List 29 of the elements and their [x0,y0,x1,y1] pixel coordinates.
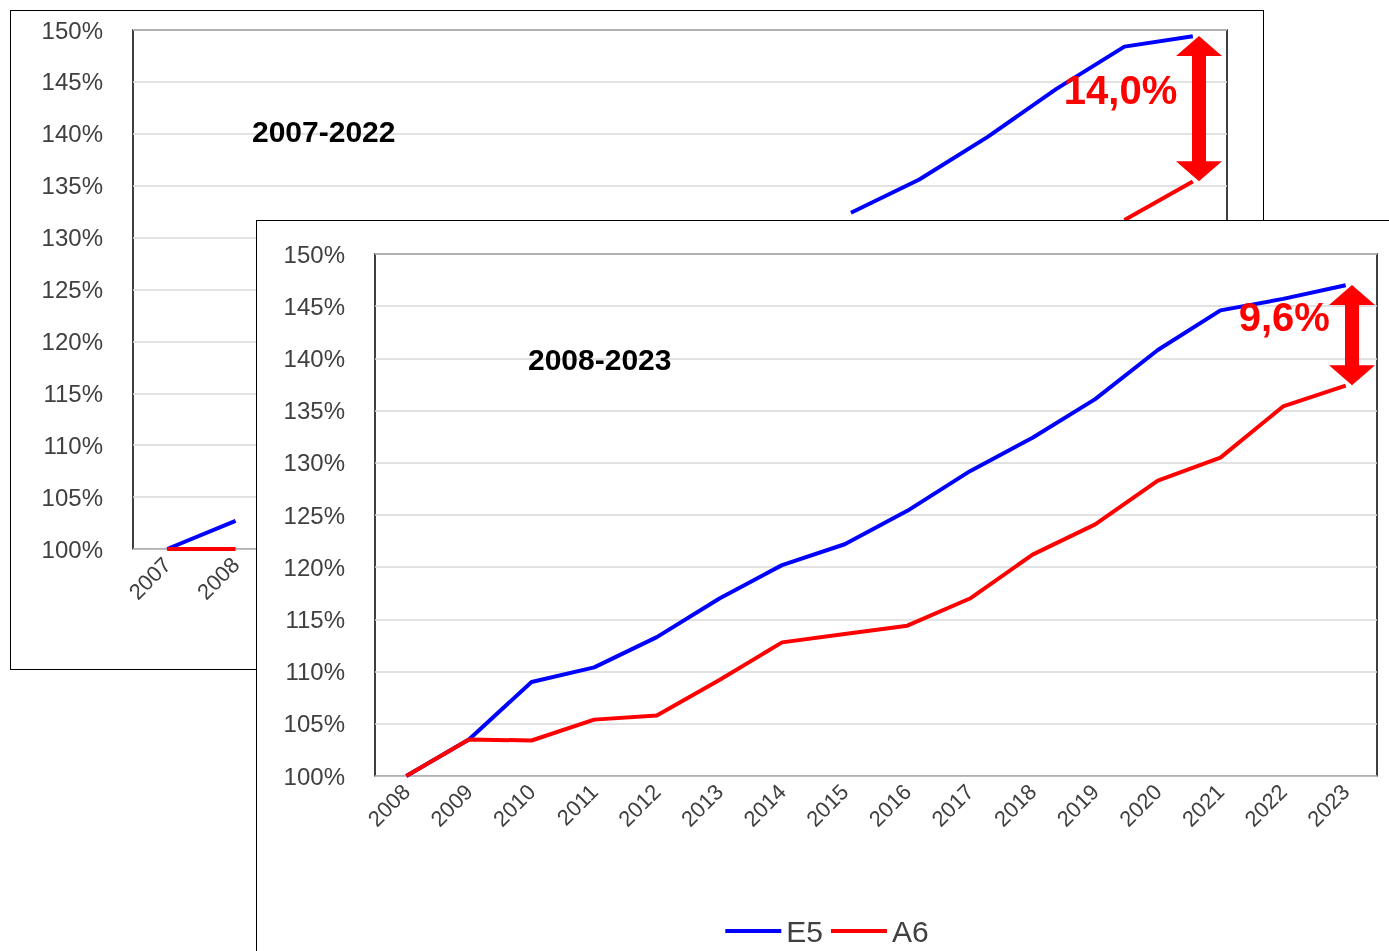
text: 2007-2022 [252,114,396,148]
text: 2008-2023 [528,342,672,376]
y-tick-label: 110% [43,431,103,459]
y-tick-label: 125% [283,501,345,529]
y-tick-label: 125% [41,276,103,303]
y-tick-label: 145% [283,292,345,320]
y-tick-label: 105% [41,483,103,511]
y-tick-label: 130% [283,449,345,477]
legend-label: E5 [786,914,824,948]
y-tick-label: 120% [283,553,345,581]
y-tick-label: 145% [41,68,103,96]
y-tick-label: 135% [283,397,345,425]
legend-label: A6 [892,914,929,948]
annotation: 9,6% [1238,294,1330,340]
y-tick-label: 115% [43,379,103,407]
y-tick-label: 130% [41,224,103,252]
y-tick-label: 100% [41,535,103,563]
y-tick-label: 110% [285,658,345,686]
y-tick-label: 150% [41,16,103,44]
annotation: 14,0% [1063,68,1178,114]
y-tick-label: 135% [41,172,103,200]
y-tick-label: 115% [285,605,345,633]
y-tick-label: 150% [283,240,345,268]
y-tick-label: 100% [283,762,345,790]
y-tick-label: 140% [41,120,103,148]
y-tick-label: 105% [283,710,345,738]
line-series [404,383,1348,778]
y-tick-label: 120% [41,327,103,355]
y-tick-label: 140% [283,344,345,372]
